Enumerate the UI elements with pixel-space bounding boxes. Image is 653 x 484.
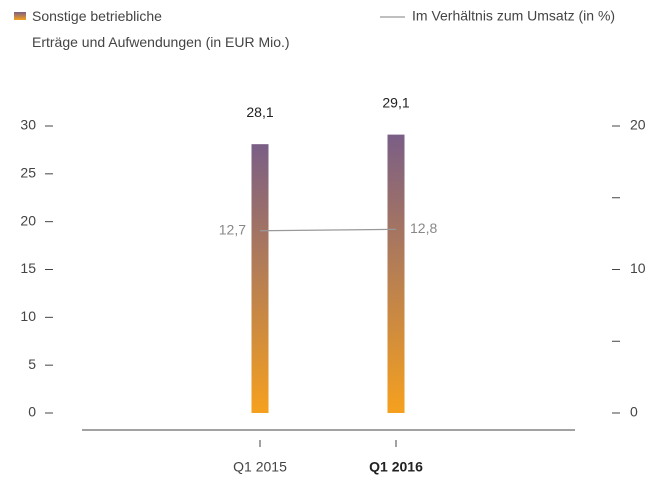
y2-tick-label: 0 xyxy=(630,404,638,420)
y2-tick-label: 10 xyxy=(630,260,646,276)
line xyxy=(259,228,397,232)
line-value-label: 12,8 xyxy=(410,220,437,236)
bar xyxy=(387,134,405,414)
legend-label-line: Erträge und Aufwendungen (in EUR Mio.) xyxy=(32,34,290,50)
line-value-label: 12,7 xyxy=(219,221,246,237)
y-tick-label: 20 xyxy=(20,212,36,228)
legend-label: Im Verhältnis zum Umsatz (in %) xyxy=(412,8,615,24)
y-tick-label: 10 xyxy=(20,308,36,324)
legend-swatch xyxy=(14,12,26,20)
bar-value-label: 28,1 xyxy=(246,104,273,120)
y-tick-label: 25 xyxy=(20,165,36,181)
x-tick-label: Q1 2015 xyxy=(233,459,287,475)
legend-label: Sonstige betriebliche Erträge und Aufwend… xyxy=(32,8,290,50)
y-tick-label: 5 xyxy=(28,356,36,372)
legend-label-line: Sonstige betriebliche xyxy=(32,8,162,24)
y-tick-label: 0 xyxy=(28,404,36,420)
y-tick-label: 30 xyxy=(20,117,36,133)
y-tick-label: 15 xyxy=(20,260,36,276)
bar-value-label: 29,1 xyxy=(382,94,409,110)
x-tick-label: Q1 2016 xyxy=(369,459,423,475)
y2-tick-label: 20 xyxy=(630,117,646,133)
bar xyxy=(251,144,269,413)
